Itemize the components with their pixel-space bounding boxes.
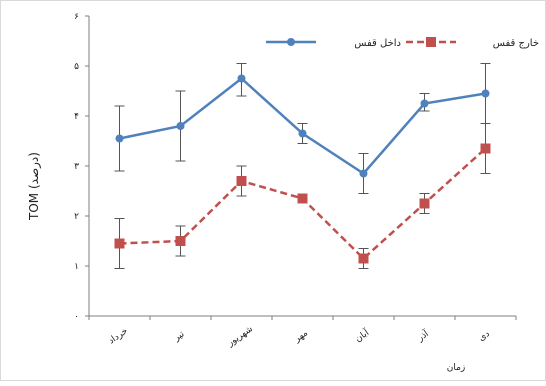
y-ticks: ۰ ۱ ۲ ۳ ۴ ۵ ۶ [74, 12, 89, 322]
x-ticks: خرداد تیر شهریور مهر آبان آذر دی [88, 316, 517, 349]
y-tick-label: ۰ [74, 312, 79, 322]
x-tick-label: آبان [352, 326, 371, 344]
data-point [236, 176, 247, 186]
legend: داخل قفس خارج قفس [266, 37, 539, 49]
data-point [359, 169, 368, 178]
x-tick-label: خرداد [107, 326, 130, 346]
data-point [114, 238, 125, 249]
series-layer [114, 63, 491, 269]
axes [88, 16, 516, 317]
y-axis-title: TOM (درصد) [27, 152, 42, 221]
x-tick-label: شهریور [225, 324, 255, 349]
y-tick-label: ۲ [74, 212, 79, 222]
legend-swatch-marker [426, 37, 436, 47]
x-tick-label: مهر [292, 328, 310, 345]
data-point [297, 193, 308, 204]
x-tick-label: آذر [414, 327, 431, 344]
data-point [420, 99, 429, 108]
data-point [176, 122, 185, 130]
series-1 [114, 63, 491, 194]
data-point [237, 74, 246, 83]
y-tick-label: ۵ [74, 62, 79, 72]
data-point [480, 143, 491, 154]
data-point [298, 129, 307, 138]
legend-label: داخل قفس [354, 38, 401, 49]
x-tick-label: تیر [171, 329, 186, 344]
data-point [115, 134, 124, 143]
data-point [481, 89, 490, 98]
y-tick-label: ۴ [74, 112, 79, 122]
y-tick-label: ۱ [74, 262, 79, 272]
y-tick-label: ۳ [74, 162, 79, 172]
data-point [175, 236, 186, 246]
x-axis-title: زمان [447, 363, 466, 373]
legend-label: خارج قفس [493, 38, 539, 49]
series-2 [114, 123, 491, 269]
data-point [419, 198, 430, 209]
y-tick-label: ۶ [74, 12, 79, 22]
data-point [358, 253, 369, 264]
x-tick-label: دی [477, 329, 492, 344]
legend-swatch-marker [287, 38, 295, 46]
